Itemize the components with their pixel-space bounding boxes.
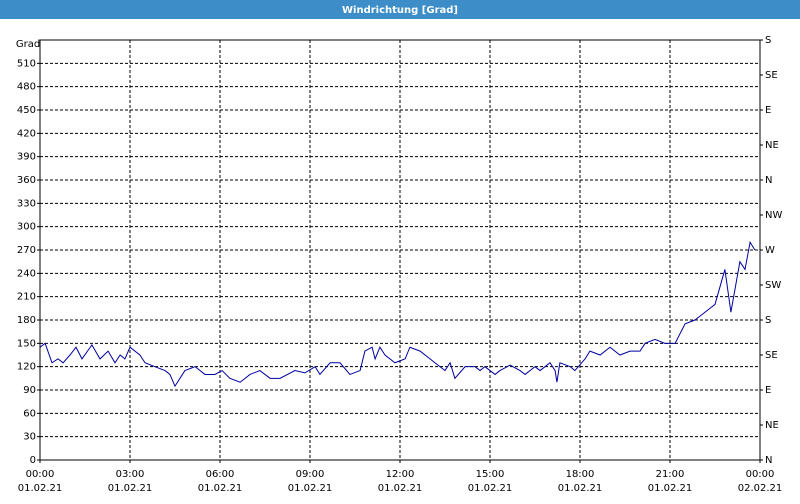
y-tick-label: 240 xyxy=(17,268,36,279)
y-tick-label: 90 xyxy=(23,385,36,396)
x-tick-label: 15:00 01.02.21 xyxy=(468,469,513,494)
y2-tick-label: NW xyxy=(765,210,782,221)
y2-tick-label: SE xyxy=(765,70,778,81)
x-tick-label: 03:00 01.02.21 xyxy=(108,469,153,494)
y-axis-label: Grad xyxy=(16,39,40,50)
chart-title: Windrichtung [Grad] xyxy=(342,5,458,16)
y2-tick-label: S xyxy=(765,315,771,326)
y-tick-label: 210 xyxy=(17,292,36,303)
y2-tick-label: E xyxy=(765,105,771,116)
y-tick-label: 30 xyxy=(23,432,36,443)
x-tick-label: 09:00 01.02.21 xyxy=(288,469,333,494)
data-line xyxy=(39,240,756,388)
title-bar xyxy=(0,0,800,19)
x-tick-label: 18:00 01.02.21 xyxy=(558,469,603,494)
y2-tick-label: NE xyxy=(765,420,779,431)
x-tick-label: 00:00 01.02.21 xyxy=(18,469,63,494)
y2-tick-label: W xyxy=(765,245,775,256)
y2-tick-label: S xyxy=(765,35,771,46)
y-tick-label: 270 xyxy=(17,245,36,256)
y2-tick-label: SE xyxy=(765,350,778,361)
plot-frame xyxy=(39,39,761,461)
x-tick-label: 00:00 02.02.21 xyxy=(738,469,783,494)
y-tick-label: 450 xyxy=(17,105,36,116)
y2-tick-label: E xyxy=(765,385,771,396)
y2-tick-label: N xyxy=(765,175,772,186)
y2-tick-label: NE xyxy=(765,140,779,151)
y-tick-label: 300 xyxy=(17,222,36,233)
y-tick-label: 180 xyxy=(17,315,36,326)
y2-tick-label: SW xyxy=(765,280,781,291)
y-tick-label: 480 xyxy=(17,82,36,93)
y-tick-label: 510 xyxy=(17,58,36,69)
y-tick-label: 60 xyxy=(23,408,36,419)
y-tick-label: 360 xyxy=(17,175,36,186)
y-tick-label: 390 xyxy=(17,152,36,163)
x-tick-label: 06:00 01.02.21 xyxy=(198,469,243,494)
y2-tick-label: N xyxy=(765,455,772,466)
x-tick-label: 21:00 01.02.21 xyxy=(648,469,693,494)
x-tick-label: 12:00 01.02.21 xyxy=(378,469,423,494)
y-tick-label: 0 xyxy=(30,455,36,466)
y-tick-label: 120 xyxy=(17,362,36,373)
y-tick-label: 330 xyxy=(17,198,36,209)
y-tick-label: 420 xyxy=(17,128,36,139)
y-tick-label: 150 xyxy=(17,338,36,349)
